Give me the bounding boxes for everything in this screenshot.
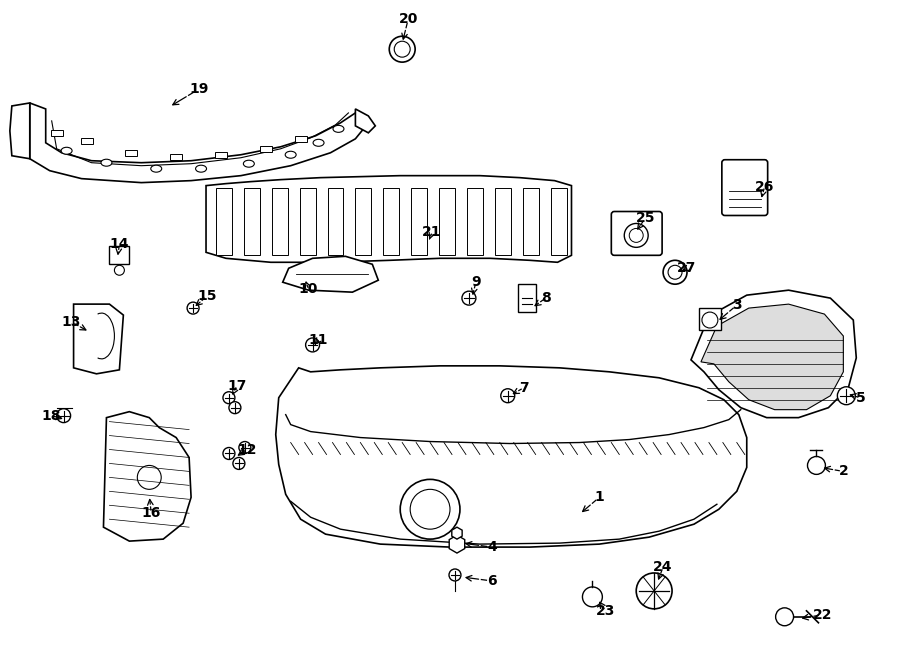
Circle shape: [390, 36, 415, 62]
Bar: [260, 146, 272, 152]
Circle shape: [223, 448, 235, 459]
Bar: [272, 187, 288, 256]
Circle shape: [223, 392, 235, 404]
Circle shape: [238, 442, 251, 453]
Polygon shape: [74, 304, 123, 374]
Text: 8: 8: [541, 291, 551, 305]
Bar: [467, 187, 483, 256]
Bar: [81, 138, 93, 144]
Text: 16: 16: [141, 506, 161, 520]
Ellipse shape: [313, 139, 324, 146]
Bar: [328, 187, 344, 256]
Ellipse shape: [333, 125, 344, 132]
Polygon shape: [449, 535, 464, 553]
Bar: [170, 154, 182, 160]
Text: 4: 4: [487, 540, 497, 554]
Bar: [523, 187, 538, 256]
Polygon shape: [30, 103, 368, 183]
Bar: [50, 130, 63, 136]
Circle shape: [57, 408, 70, 422]
Bar: [495, 187, 510, 256]
Circle shape: [837, 387, 855, 404]
Text: 18: 18: [42, 408, 61, 422]
Text: 15: 15: [197, 289, 217, 303]
Text: 1: 1: [595, 491, 604, 504]
Polygon shape: [691, 290, 856, 418]
Bar: [411, 187, 428, 256]
Bar: [294, 136, 307, 142]
Bar: [439, 187, 455, 256]
Text: 21: 21: [422, 226, 442, 240]
Text: 14: 14: [110, 238, 129, 252]
Bar: [518, 284, 536, 312]
Circle shape: [500, 389, 515, 402]
Text: 7: 7: [519, 381, 528, 395]
Bar: [300, 187, 316, 256]
Circle shape: [582, 587, 602, 607]
Polygon shape: [104, 412, 191, 541]
Text: 23: 23: [596, 604, 615, 618]
Polygon shape: [10, 103, 30, 159]
Bar: [125, 150, 138, 156]
Polygon shape: [206, 175, 572, 262]
Circle shape: [306, 338, 319, 352]
Text: 11: 11: [309, 333, 328, 347]
Text: 5: 5: [855, 391, 865, 404]
Circle shape: [394, 41, 410, 57]
Bar: [383, 187, 400, 256]
Text: 26: 26: [755, 179, 774, 193]
Circle shape: [629, 228, 643, 242]
Ellipse shape: [285, 151, 296, 158]
Circle shape: [114, 265, 124, 275]
Circle shape: [776, 608, 794, 626]
Text: 20: 20: [399, 13, 418, 26]
Polygon shape: [701, 304, 843, 410]
Circle shape: [449, 569, 461, 581]
Polygon shape: [356, 109, 375, 133]
Circle shape: [138, 465, 161, 489]
Text: 12: 12: [237, 442, 256, 457]
Ellipse shape: [101, 160, 112, 166]
Ellipse shape: [61, 147, 72, 154]
Text: 25: 25: [635, 211, 655, 226]
Text: 10: 10: [299, 282, 319, 296]
Bar: [551, 187, 566, 256]
Circle shape: [233, 457, 245, 469]
Ellipse shape: [151, 166, 162, 172]
Bar: [244, 187, 260, 256]
Circle shape: [410, 489, 450, 529]
Circle shape: [229, 402, 241, 414]
Circle shape: [702, 312, 718, 328]
Text: 22: 22: [813, 608, 833, 622]
Text: 27: 27: [678, 261, 697, 275]
Text: 3: 3: [732, 298, 742, 312]
Circle shape: [462, 291, 476, 305]
Text: 6: 6: [487, 574, 497, 588]
Circle shape: [187, 302, 199, 314]
Circle shape: [807, 457, 825, 475]
Circle shape: [636, 573, 672, 609]
Text: 24: 24: [653, 560, 673, 574]
Polygon shape: [283, 256, 378, 292]
Text: 13: 13: [62, 315, 81, 329]
Text: 17: 17: [227, 379, 247, 393]
Ellipse shape: [243, 160, 255, 167]
Ellipse shape: [195, 166, 206, 172]
Text: 9: 9: [471, 275, 481, 289]
Circle shape: [663, 260, 687, 284]
Circle shape: [668, 265, 682, 279]
Polygon shape: [452, 527, 462, 539]
Bar: [216, 187, 232, 256]
Bar: [356, 187, 372, 256]
FancyBboxPatch shape: [722, 160, 768, 216]
Polygon shape: [275, 366, 747, 547]
Circle shape: [400, 479, 460, 539]
Text: 2: 2: [839, 465, 848, 479]
FancyBboxPatch shape: [611, 211, 662, 256]
Bar: [110, 246, 130, 264]
Text: 19: 19: [189, 82, 209, 96]
Bar: [699, 308, 721, 330]
Circle shape: [625, 224, 648, 248]
Bar: [215, 152, 227, 158]
